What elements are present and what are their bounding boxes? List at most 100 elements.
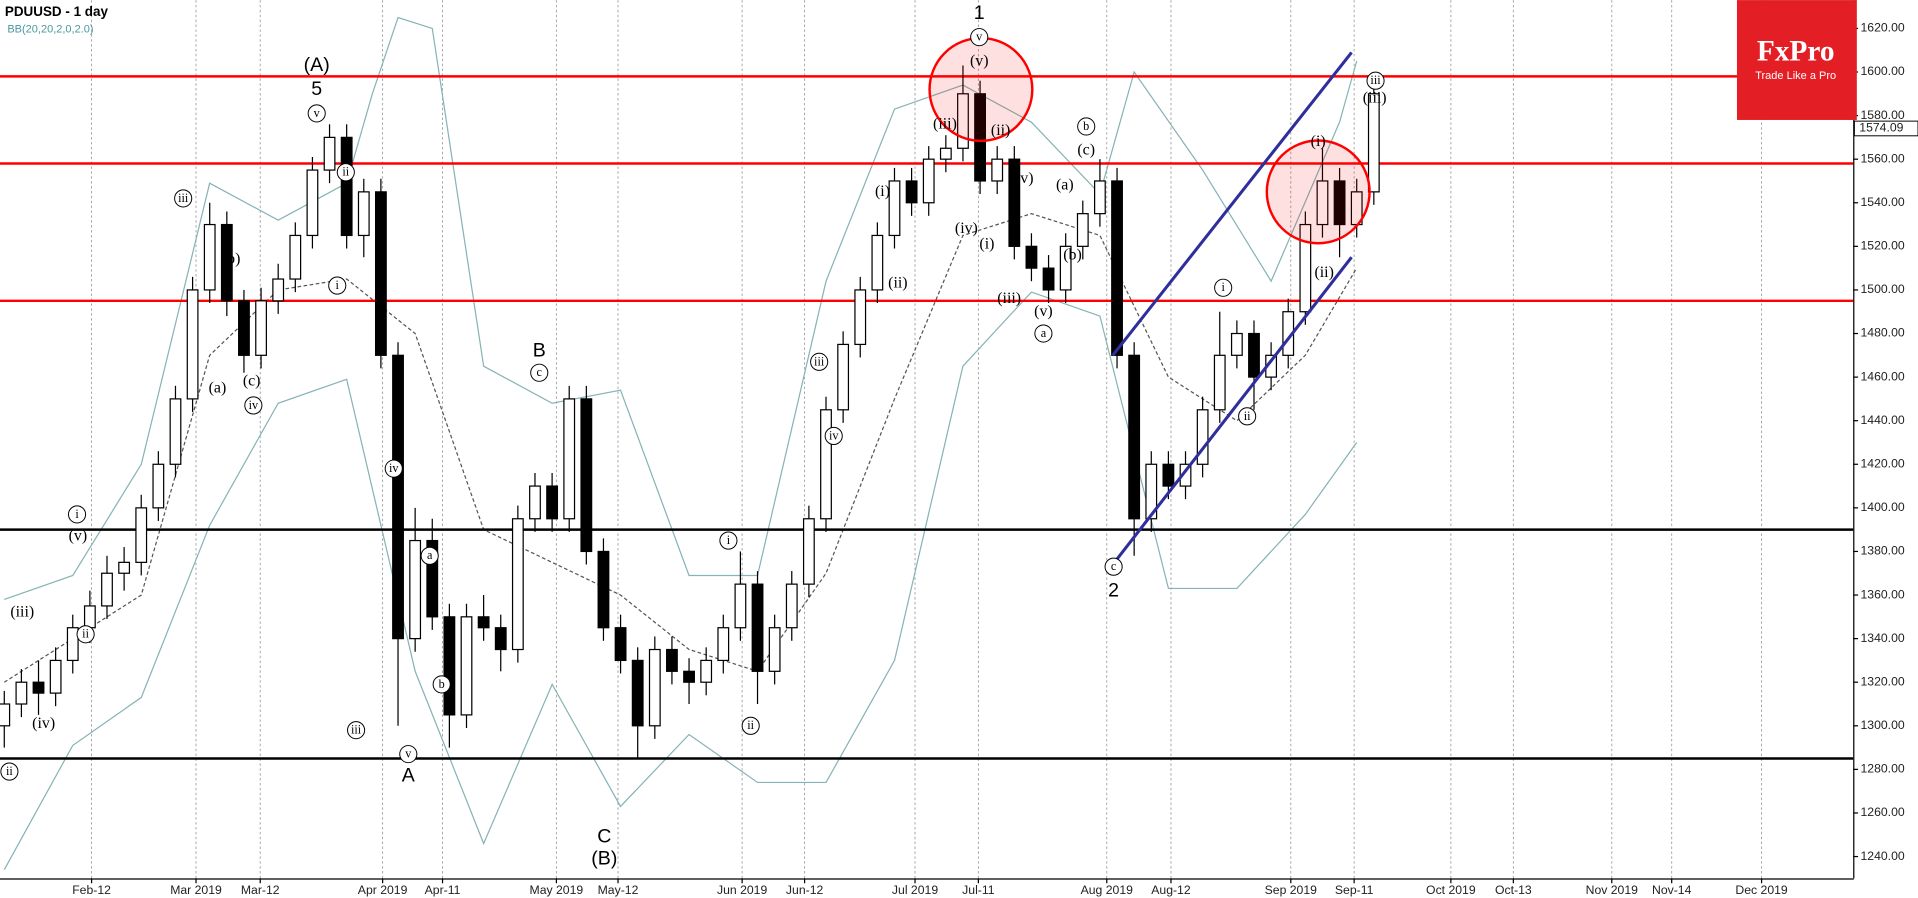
x-tick-label: Sep 2019 — [1265, 883, 1318, 897]
candle-body — [785, 583, 798, 629]
candle-body — [443, 616, 456, 716]
wave-label: ii — [747, 718, 754, 732]
wave-label: 5 — [311, 78, 322, 100]
label-ring — [1214, 278, 1233, 297]
highlight-circle — [1265, 139, 1371, 245]
candle-body — [135, 507, 148, 563]
wave-label: iv — [829, 428, 839, 442]
wave-label: iv — [249, 398, 259, 412]
y-tick-label: 1520.00 — [1861, 239, 1905, 253]
x-tick-label: May-12 — [598, 883, 639, 897]
x-tick-label: Jul 2019 — [892, 883, 938, 897]
wave-label: iv — [389, 461, 399, 475]
candle-body — [974, 93, 987, 182]
label-ring — [1034, 324, 1053, 343]
wave-label: (i) — [875, 183, 890, 200]
label-ring — [1366, 71, 1385, 90]
y-tick-label: 1420.00 — [1861, 457, 1905, 471]
last-price-label: 1574.09 — [1859, 121, 1903, 135]
candle-body — [871, 234, 884, 291]
wave-label: (A) — [304, 54, 330, 76]
x-tick-label: Apr-11 — [425, 883, 461, 897]
label-ring — [741, 716, 760, 735]
wave-label: ii — [1244, 409, 1251, 423]
wave-label: v — [314, 106, 321, 120]
y-tick-label: 1360.00 — [1861, 587, 1905, 601]
label-ring — [399, 745, 418, 764]
y-tick-label: 1440.00 — [1861, 413, 1905, 427]
indicator-label: BB(20,20,2,0,2.0) — [7, 23, 93, 35]
candle-body — [563, 398, 576, 520]
chart-title: PDUUSD - 1 day — [5, 4, 109, 19]
candle-body — [1213, 354, 1226, 411]
candle-body — [1196, 409, 1209, 465]
label-ring — [530, 363, 549, 382]
logo-tagline: Trade Like a Pro — [1755, 70, 1836, 82]
annotations-layer: (A)5vBcvAC(B)1v(v)c2iiiiviiiabiiiiiiivii… — [0, 2, 1387, 870]
wave-label: b — [439, 677, 445, 691]
candle-body — [957, 93, 969, 149]
candle-body — [289, 234, 302, 280]
candle-body — [1008, 158, 1021, 247]
wave-label: ii — [6, 764, 13, 778]
wave-label: (v) — [970, 52, 989, 69]
label-ring — [1077, 117, 1096, 136]
candle-body — [1230, 332, 1243, 356]
candle-body — [1042, 267, 1055, 291]
y-tick-label: 1580.00 — [1861, 108, 1905, 122]
y-tick-label: 1480.00 — [1861, 326, 1905, 340]
wave-label: (ii) — [1314, 264, 1333, 281]
y-tick-label: 1340.00 — [1861, 631, 1905, 645]
candle-body — [169, 398, 182, 465]
y-tick-label: 1620.00 — [1861, 21, 1905, 35]
candle-body — [32, 681, 45, 694]
candle-body — [580, 398, 593, 553]
wave-label: B — [533, 340, 546, 362]
y-tick-label: 1280.00 — [1861, 762, 1905, 776]
candle-body — [118, 561, 131, 574]
label-ring — [432, 675, 451, 694]
candle-body — [255, 300, 267, 356]
candle-body — [220, 223, 233, 302]
x-tick-label: Sep-11 — [1335, 883, 1374, 897]
levels-layer — [0, 75, 1854, 760]
wave-label: c — [1111, 559, 1117, 573]
wave-label: i — [727, 533, 731, 547]
label-ring — [1238, 407, 1257, 426]
y-tick-label: 1240.00 — [1861, 849, 1905, 863]
label-ring — [420, 546, 439, 565]
candle-body — [83, 605, 96, 629]
candles-layer — [0, 65, 1380, 759]
candle-body — [1076, 213, 1089, 247]
y-tick-label: 1460.00 — [1861, 369, 1905, 383]
wave-label: (i) — [1311, 133, 1326, 150]
wave-label: i — [336, 278, 340, 292]
candle-body — [494, 627, 507, 651]
wave-label: (iii) — [997, 290, 1021, 307]
y-tick-label: 1540.00 — [1861, 195, 1905, 209]
candle-body — [1111, 180, 1123, 356]
candle-body — [323, 136, 336, 171]
wave-label: (iii) — [1363, 89, 1387, 106]
candle-body — [922, 158, 935, 204]
candle-body — [991, 158, 1004, 182]
wave-label: (c) — [243, 373, 261, 390]
candle-body — [357, 191, 370, 237]
wave-label: (v) — [69, 527, 88, 544]
wave-label: (c) — [1077, 142, 1095, 159]
y-tick-label: 1560.00 — [1861, 151, 1905, 165]
label-ring — [328, 276, 347, 295]
wave-label: (b) — [1063, 246, 1082, 263]
x-tick-label: Jun 2019 — [717, 883, 767, 897]
candle-body — [1145, 463, 1158, 520]
y-tick-label: 1400.00 — [1861, 500, 1905, 514]
candle-body — [340, 136, 353, 237]
candle-body — [101, 572, 113, 607]
candle-body — [648, 648, 661, 727]
wave-label: (a) — [209, 379, 227, 396]
wave-label: iii — [814, 354, 825, 368]
candle-body — [477, 616, 490, 629]
